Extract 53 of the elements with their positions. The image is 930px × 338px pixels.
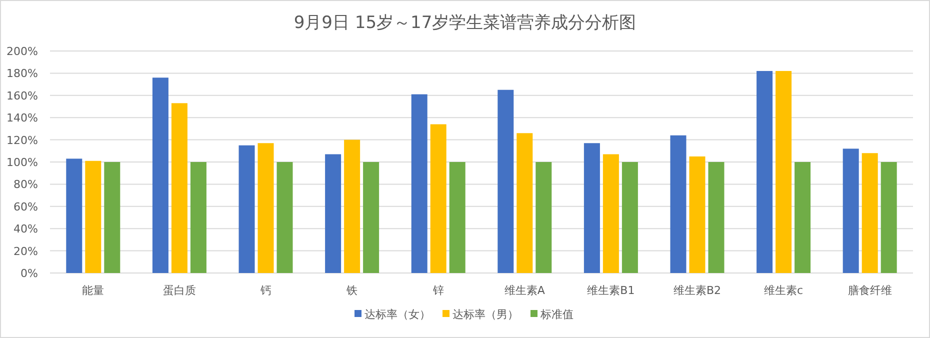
bar <box>66 158 82 273</box>
bar <box>449 162 466 273</box>
y-tick-label: 0% <box>20 267 38 280</box>
bar <box>689 156 706 273</box>
y-tick-label: 80% <box>14 178 38 192</box>
x-tick-label: 蛋白质 <box>162 284 196 297</box>
bar <box>602 154 619 273</box>
bar <box>842 148 859 273</box>
y-tick-label: 160% <box>6 89 38 102</box>
legend-label: 标准值 <box>540 308 574 321</box>
x-tick-label: 维生素B1 <box>587 284 635 297</box>
bar <box>171 103 188 273</box>
bar <box>276 162 293 273</box>
bar <box>862 153 878 273</box>
bar <box>411 94 428 273</box>
x-tick-label: 铁 <box>346 284 358 297</box>
y-tick-label: 20% <box>14 244 38 258</box>
x-tick-label: 维生素B2 <box>673 284 722 297</box>
bar <box>756 70 773 273</box>
bar <box>238 145 255 273</box>
bar <box>363 162 380 273</box>
bar <box>85 160 102 273</box>
x-tick-label: 锌 <box>432 284 444 297</box>
bar <box>430 124 446 273</box>
bar <box>152 78 168 273</box>
y-tick-label: 60% <box>14 200 38 214</box>
bar <box>190 162 206 273</box>
bar <box>104 162 120 273</box>
y-tick-label: 140% <box>6 112 38 125</box>
bar <box>258 143 274 273</box>
y-tick-label: 180% <box>6 67 38 80</box>
y-tick-label: 120% <box>6 134 38 147</box>
bar <box>794 162 811 273</box>
x-tick-label: 能量 <box>82 284 104 297</box>
x-tick-label: 维生素c <box>764 284 804 297</box>
bar <box>708 162 724 273</box>
x-tick-label: 钙 <box>259 284 272 297</box>
x-tick-label: 维生素A <box>504 284 546 297</box>
bar <box>880 162 897 273</box>
bar <box>325 154 342 273</box>
chart-title: 9月9日 15岁～17岁学生菜谱营养成分分析图 <box>294 13 636 33</box>
bar <box>498 90 514 273</box>
bar <box>344 140 360 273</box>
y-tick-label: 40% <box>14 222 38 236</box>
x-tick-label: 膳食纤维 <box>848 284 892 297</box>
bar <box>776 70 792 273</box>
bar <box>670 135 686 273</box>
y-tick-label: 200% <box>6 45 38 58</box>
bar <box>622 162 638 273</box>
bar <box>584 143 600 273</box>
bar <box>516 133 533 273</box>
y-tick-label: 100% <box>6 156 38 169</box>
bar <box>536 162 552 273</box>
